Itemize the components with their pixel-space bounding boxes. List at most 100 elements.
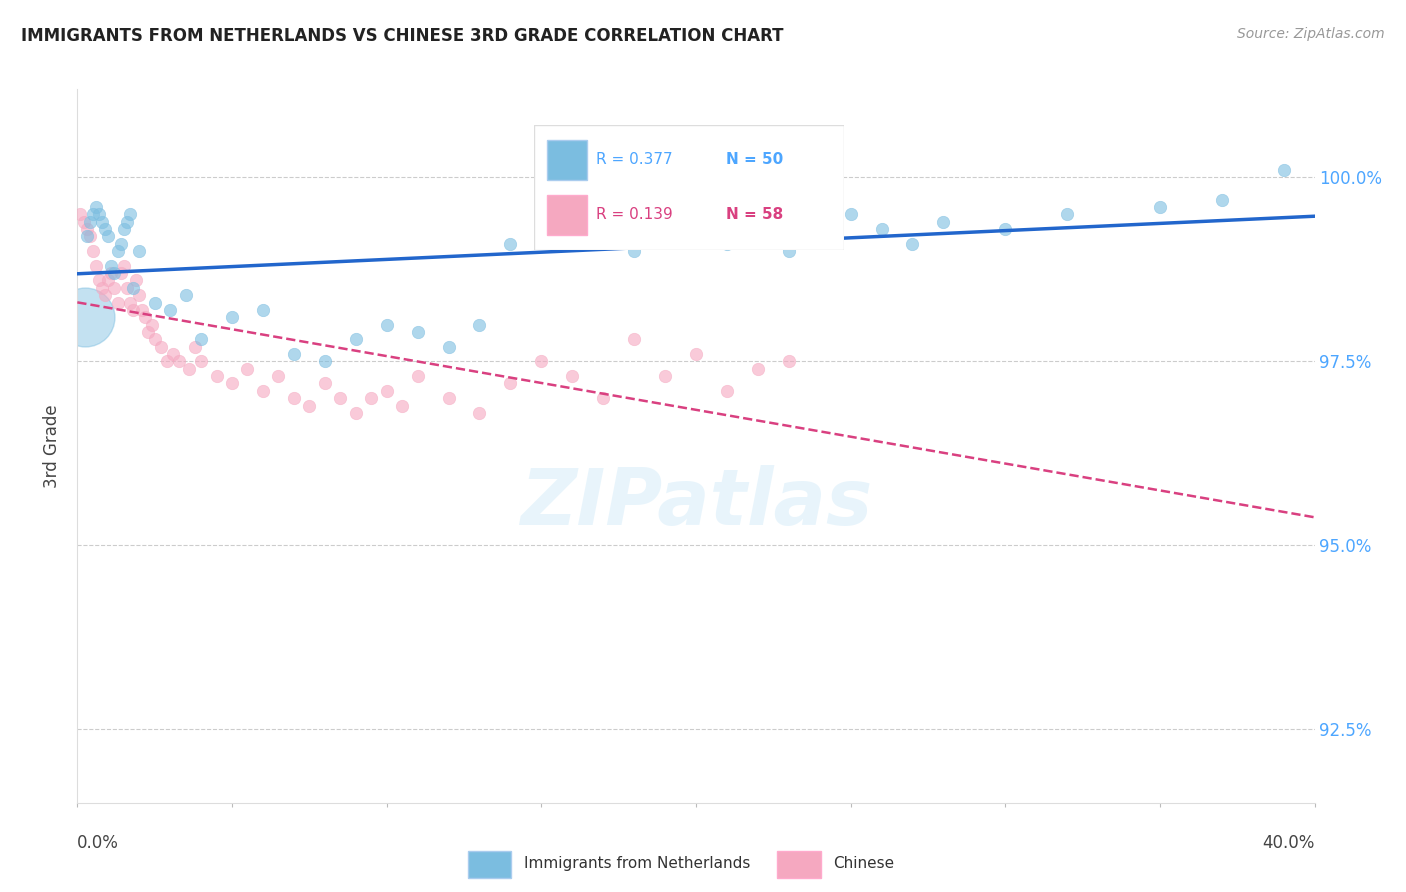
Point — [499, 376, 522, 391]
Text: 0.0%: 0.0% — [77, 834, 120, 852]
Point — [221, 310, 243, 325]
Point — [84, 200, 107, 214]
Point — [283, 391, 305, 405]
Point — [839, 207, 862, 221]
Point — [82, 207, 104, 221]
Point — [592, 391, 614, 405]
Point — [118, 207, 141, 221]
Point — [112, 222, 135, 236]
Point — [174, 288, 197, 302]
Text: Chinese: Chinese — [832, 855, 894, 871]
Point — [778, 244, 800, 258]
Bar — [547, 140, 586, 180]
Point — [110, 266, 132, 280]
Point — [115, 281, 138, 295]
Point — [184, 340, 207, 354]
Point — [716, 384, 738, 398]
Point — [375, 384, 398, 398]
Point — [134, 310, 156, 325]
Point — [75, 310, 96, 325]
Point — [406, 325, 429, 339]
Point — [128, 288, 150, 302]
Text: ZIPatlas: ZIPatlas — [520, 465, 872, 541]
Point — [79, 229, 101, 244]
Bar — [778, 851, 821, 878]
Point — [87, 273, 110, 287]
Point — [747, 222, 769, 236]
Point — [141, 318, 163, 332]
Point — [84, 259, 107, 273]
Point — [283, 347, 305, 361]
Point — [100, 266, 122, 280]
Text: IMMIGRANTS FROM NETHERLANDS VS CHINESE 3RD GRADE CORRELATION CHART: IMMIGRANTS FROM NETHERLANDS VS CHINESE 3… — [21, 27, 783, 45]
Point — [72, 214, 94, 228]
Bar — [547, 194, 586, 235]
Point — [143, 332, 166, 346]
Text: Immigrants from Netherlands: Immigrants from Netherlands — [523, 855, 749, 871]
Point — [252, 384, 274, 398]
Point — [437, 391, 460, 405]
Point — [82, 244, 104, 258]
Point — [808, 229, 831, 244]
Point — [468, 318, 491, 332]
Point — [530, 354, 553, 368]
Point — [747, 361, 769, 376]
Point — [122, 302, 145, 317]
Point — [118, 295, 141, 310]
Point — [314, 354, 336, 368]
Point — [97, 273, 120, 287]
Point — [205, 369, 228, 384]
Point — [79, 214, 101, 228]
Point — [97, 229, 120, 244]
Point — [592, 236, 614, 251]
Point — [125, 273, 148, 287]
Point — [994, 222, 1017, 236]
Point — [298, 399, 321, 413]
Point — [110, 236, 132, 251]
Point — [360, 391, 382, 405]
Point — [138, 325, 160, 339]
Point — [159, 302, 181, 317]
Point — [131, 302, 153, 317]
Point — [1149, 200, 1171, 214]
Point — [344, 406, 367, 420]
Point — [107, 295, 129, 310]
Text: Source: ZipAtlas.com: Source: ZipAtlas.com — [1237, 27, 1385, 41]
Point — [115, 214, 138, 228]
Point — [468, 406, 491, 420]
Point — [685, 347, 707, 361]
Point — [561, 369, 583, 384]
Point — [344, 332, 367, 346]
Point — [530, 229, 553, 244]
Point — [107, 244, 129, 258]
Point — [91, 214, 114, 228]
Point — [654, 369, 676, 384]
Point — [654, 229, 676, 244]
Point — [94, 288, 117, 302]
Point — [499, 236, 522, 251]
Point — [391, 399, 413, 413]
Point — [267, 369, 290, 384]
Text: R = 0.377: R = 0.377 — [596, 153, 672, 168]
Point — [314, 376, 336, 391]
Point — [1272, 163, 1295, 178]
Point — [1056, 207, 1078, 221]
Point — [561, 222, 583, 236]
Point — [623, 332, 645, 346]
Point — [103, 266, 125, 280]
Text: 40.0%: 40.0% — [1263, 834, 1315, 852]
Point — [169, 354, 191, 368]
Point — [128, 244, 150, 258]
Point — [76, 222, 98, 236]
Text: N = 58: N = 58 — [725, 207, 783, 222]
Point — [103, 281, 125, 295]
Point — [252, 302, 274, 317]
Point — [156, 354, 179, 368]
Point — [932, 214, 955, 228]
Point — [437, 340, 460, 354]
Point — [221, 376, 243, 391]
Point — [122, 281, 145, 295]
Bar — [468, 851, 512, 878]
Point — [685, 214, 707, 228]
Point — [87, 207, 110, 221]
